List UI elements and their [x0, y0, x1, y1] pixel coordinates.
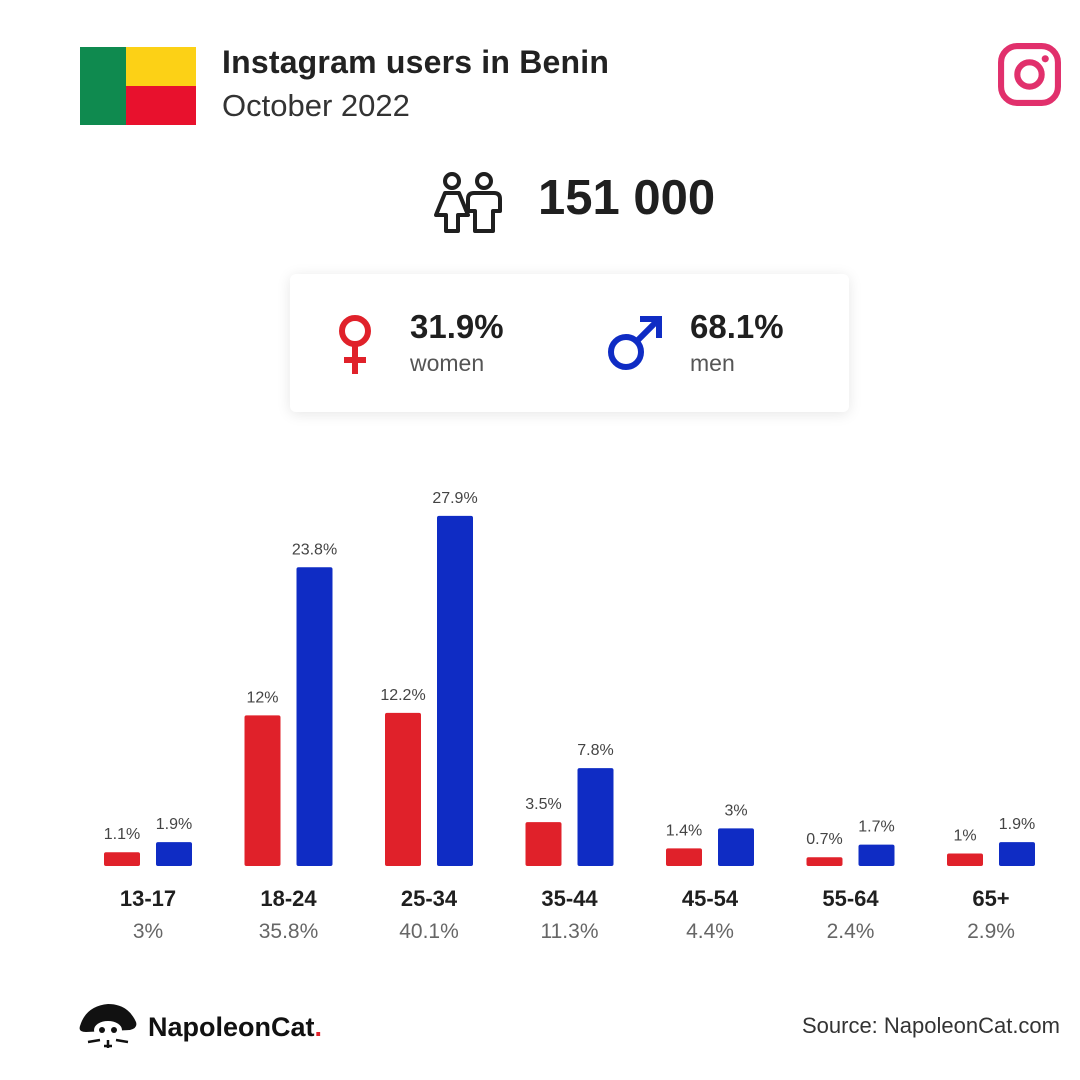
bar-men-55-64 — [858, 844, 895, 866]
data-label-women-55-64: 0.7% — [806, 831, 842, 848]
bar-men-13-17 — [156, 842, 192, 866]
data-label-women-25-34: 12.2% — [380, 687, 425, 704]
data-label-men-13-17: 1.9% — [156, 816, 192, 833]
data-label-women-18-24: 12% — [246, 689, 278, 706]
category-total-35-44: 11.3% — [541, 920, 599, 943]
category-label-25-34: 25-34 — [401, 886, 458, 911]
category-total-65+: 2.9% — [967, 920, 1015, 943]
data-label-men-18-24: 23.8% — [292, 541, 337, 558]
data-label-women-13-17: 1.1% — [104, 826, 140, 843]
category-label-13-17: 13-17 — [120, 886, 176, 911]
bar-men-35-44 — [577, 768, 614, 866]
women-label: women — [410, 350, 485, 376]
people-icon — [434, 172, 502, 233]
data-label-women-45-54: 1.4% — [666, 822, 702, 839]
bar-men-45-54 — [718, 828, 754, 866]
bar-women-25-34 — [385, 712, 421, 866]
men-label: men — [690, 350, 735, 376]
brand-dot: . — [314, 1012, 323, 1042]
category-label-35-44: 35-44 — [541, 886, 598, 911]
data-label-men-55-64: 1.7% — [858, 819, 894, 836]
data-label-men-65+: 1.9% — [999, 816, 1035, 833]
age-gender-bar-chart: 1.1% 1.9% 13-17 3% 12% 23.8% 18-24 35.8% 12.2% 27… — [104, 490, 1035, 943]
bar-women-45-54 — [666, 848, 702, 866]
women-percent: 31.9% — [410, 308, 504, 345]
category-total-25-34: 40.1% — [399, 920, 459, 943]
flag-green-stripe — [80, 47, 126, 125]
flag-red-stripe — [126, 86, 196, 125]
category-label-65+: 65+ — [972, 886, 1009, 911]
data-label-women-65+: 1% — [953, 827, 976, 844]
page-subtitle: October 2022 — [222, 88, 410, 123]
data-label-men-25-34: 27.9% — [432, 490, 477, 507]
bar-women-13-17 — [104, 852, 140, 866]
napoleoncat-brand: NapoleonCat. — [78, 1000, 338, 1056]
bar-women-35-44 — [525, 822, 562, 866]
bar-women-18-24 — [244, 715, 281, 866]
category-total-18-24: 35.8% — [259, 920, 319, 943]
bar-men-18-24 — [296, 567, 333, 866]
category-label-45-54: 45-54 — [682, 886, 739, 911]
men-percent: 68.1% — [690, 308, 784, 345]
category-total-45-54: 4.4% — [686, 920, 734, 943]
data-label-men-45-54: 3% — [724, 802, 747, 819]
category-label-55-64: 55-64 — [822, 886, 879, 911]
category-total-13-17: 3% — [133, 920, 163, 943]
bar-men-25-34 — [437, 515, 473, 866]
data-label-women-35-44: 3.5% — [525, 796, 561, 813]
total-users-count: 151 000 — [538, 171, 716, 225]
bar-men-65+ — [999, 842, 1035, 866]
category-total-55-64: 2.4% — [827, 920, 875, 943]
brand-name: NapoleonCat. — [148, 1012, 323, 1042]
female-symbol-icon — [339, 315, 371, 374]
napoleoncat-logo-icon — [79, 1004, 137, 1048]
bar-women-55-64 — [806, 857, 843, 866]
instagram-icon — [998, 43, 1061, 106]
benin-flag — [80, 47, 196, 125]
page-title: Instagram users in Benin — [222, 44, 610, 80]
flag-yellow-stripe — [126, 47, 196, 86]
male-symbol-icon — [608, 316, 662, 370]
gender-card: 31.9% women 68.1% men — [290, 274, 849, 412]
category-label-18-24: 18-24 — [260, 886, 317, 911]
data-label-men-35-44: 7.8% — [577, 742, 613, 759]
source-credit: Source: NapoleonCat.com — [801, 1013, 1060, 1038]
bar-women-65+ — [947, 853, 983, 866]
